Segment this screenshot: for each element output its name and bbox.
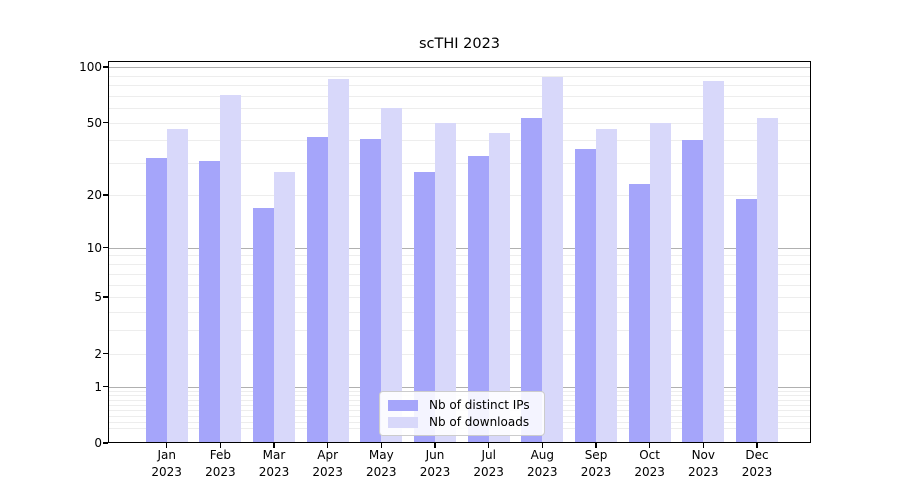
gridline-2 (109, 353, 810, 355)
legend-entry-distinct-ips: Nb of distinct IPs (388, 398, 536, 412)
gridline-30 (109, 163, 810, 165)
chart-title: scTHI 2023 (418, 36, 501, 52)
y-tick-mark-5 (103, 296, 108, 298)
bar-downloads-jan-2023 (166, 129, 188, 443)
x-tick-label-jan-2023: Jan 2023 (151, 448, 182, 479)
x-tick-label-jul-2023: Jul 2023 (473, 448, 504, 479)
gridline-8 (109, 264, 810, 265)
gridline-50 (109, 122, 810, 124)
y-tick-label-10: 10 (86, 240, 102, 255)
bar-distinct-ips-apr-2023 (306, 136, 328, 443)
bar-downloads-feb-2023 (220, 94, 242, 443)
x-tick-label-sep-2023: Sep 2023 (580, 448, 612, 479)
bar-downloads-apr-2023 (327, 79, 349, 443)
x-tick-label-nov-2023: Nov 2023 (688, 448, 719, 479)
bar-downloads-dec-2023 (757, 118, 778, 443)
x-tick-mark-oct-2023 (649, 443, 651, 448)
y-tick-mark-2 (103, 352, 108, 355)
x-tick-label-dec-2023: Dec 2023 (741, 448, 773, 479)
legend-label-distinct-ips: Nb of distinct IPs (429, 398, 530, 412)
x-tick-mark-nov-2023 (702, 443, 704, 448)
gridline-1 (109, 386, 810, 388)
x-tick-mark-jul-2023 (488, 443, 490, 448)
bar-downloads-mar-2023 (274, 171, 295, 443)
x-tick-mark-jun-2023 (434, 443, 436, 448)
y-tick-label-20: 20 (86, 188, 102, 202)
gridline-10 (109, 247, 810, 249)
x-tick-label-may-2023: May 2023 (366, 448, 397, 479)
x-tick-mark-aug-2023 (541, 443, 543, 448)
y-tick-mark-10 (103, 247, 108, 249)
x-tick-mark-mar-2023 (273, 443, 275, 448)
bar-downloads-jun-2023 (435, 122, 456, 443)
gridline-3 (109, 330, 810, 332)
bar-distinct-ips-oct-2023 (628, 184, 650, 443)
y-tick-mark-100 (103, 66, 108, 68)
bar-distinct-ips-feb-2023 (199, 160, 221, 443)
x-tick-mark-feb-2023 (219, 443, 221, 448)
x-tick-mark-sep-2023 (595, 443, 597, 448)
x-tick-mark-may-2023 (380, 443, 382, 448)
bar-distinct-ips-jul-2023 (467, 155, 489, 443)
x-tick-label-mar-2023: Mar 2023 (258, 448, 290, 479)
y-tick-label-0: 0 (94, 436, 102, 450)
legend: Nb of distinct IPs Nb of downloads (379, 391, 545, 436)
legend-swatch-downloads (388, 416, 418, 428)
bar-downloads-sep-2023 (596, 129, 617, 443)
bar-downloads-may-2023 (381, 108, 403, 443)
y-tick-label-50: 50 (86, 115, 102, 130)
gridline-20 (109, 195, 810, 196)
x-tick-label-jun-2023: Jun 2023 (419, 448, 451, 479)
gridline-4 (109, 311, 810, 313)
gridline-70 (109, 95, 810, 97)
x-tick-label-aug-2023: Aug 2023 (527, 448, 558, 479)
x-tick-label-feb-2023: Feb 2023 (205, 448, 236, 479)
bar-distinct-ips-mar-2023 (253, 207, 274, 443)
x-tick-mark-dec-2023 (756, 443, 758, 448)
x-tick-label-oct-2023: Oct 2023 (634, 448, 665, 479)
gridline-40 (109, 140, 810, 142)
gridline-80 (109, 85, 810, 86)
legend-label-downloads: Nb of downloads (429, 415, 530, 429)
gridline-60 (109, 108, 810, 110)
y-tick-mark-20 (103, 194, 108, 196)
y-tick-mark-1 (103, 385, 108, 388)
bar-distinct-ips-sep-2023 (575, 148, 596, 443)
bar-distinct-ips-jun-2023 (414, 171, 435, 443)
y-tick-mark-0 (103, 442, 108, 444)
gridline-9 (109, 255, 810, 257)
bar-downloads-nov-2023 (703, 81, 725, 443)
y-tick-label-5: 5 (94, 290, 102, 304)
y-tick-label-100: 100 (79, 60, 102, 74)
bar-distinct-ips-jan-2023 (145, 158, 167, 443)
legend-swatch-distinct-ips (388, 399, 418, 411)
gridline-90 (109, 75, 810, 77)
gridline-6 (109, 284, 810, 286)
y-tick-label-1: 1 (94, 379, 102, 394)
gridline-100 (109, 67, 810, 68)
legend-entry-downloads: Nb of downloads (388, 415, 536, 429)
x-tick-mark-jan-2023 (166, 443, 168, 448)
bar-downloads-jul-2023 (488, 132, 510, 443)
gridline-7 (109, 273, 810, 275)
y-tick-label-2: 2 (94, 346, 102, 361)
bar-distinct-ips-nov-2023 (682, 140, 704, 443)
x-tick-mark-apr-2023 (327, 443, 329, 448)
y-tick-mark-50 (103, 122, 108, 124)
bar-distinct-ips-may-2023 (360, 138, 382, 443)
bar-distinct-ips-dec-2023 (736, 198, 757, 443)
bar-downloads-aug-2023 (542, 77, 564, 443)
x-tick-label-apr-2023: Apr 2023 (312, 448, 343, 479)
bar-distinct-ips-aug-2023 (521, 118, 543, 443)
bar-downloads-oct-2023 (649, 122, 671, 443)
gridline-5 (109, 297, 810, 298)
